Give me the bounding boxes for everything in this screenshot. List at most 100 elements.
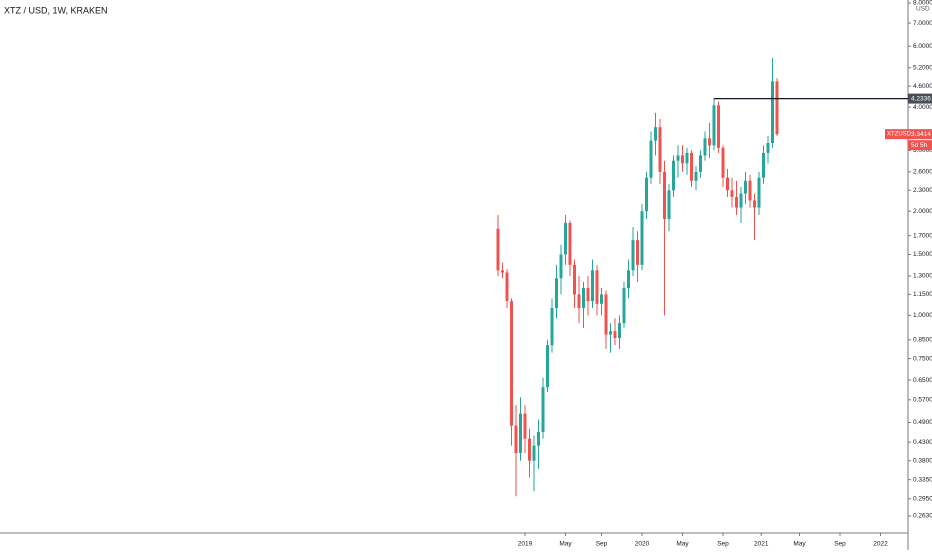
x-tick-label: Sep [596, 541, 608, 548]
candle-body [654, 127, 657, 141]
candle-body [766, 143, 770, 153]
candle-body [505, 272, 509, 302]
y-tick-label: 1.7000 [913, 232, 932, 239]
candle-body [699, 155, 702, 172]
x-tick-label: Sep [717, 541, 729, 548]
y-tick-label: 0.5700 [913, 397, 932, 404]
candle-body [636, 240, 639, 265]
candle-body [532, 445, 536, 461]
candle-body [555, 278, 558, 309]
x-tick-label: 2021 [754, 541, 769, 548]
candle-body [595, 270, 599, 304]
candle-body [685, 152, 689, 164]
candle-body [775, 81, 779, 135]
candle-body [703, 138, 707, 156]
candle-body [564, 222, 567, 255]
candle-body [676, 155, 680, 161]
candle-body [600, 294, 603, 304]
candle-body [609, 331, 612, 335]
candle-body [717, 105, 720, 148]
y-tick-label: 3.0000 [913, 147, 932, 154]
last-price-label: 3.3414 [911, 131, 931, 138]
y-tick-label: 2.3000 [913, 187, 932, 194]
y-tick-label: 0.6500 [913, 377, 932, 384]
y-unit: USD [916, 6, 930, 13]
price-line-label: 4.2336 [911, 95, 931, 102]
candle-body [735, 196, 738, 208]
y-tick-label: 0.2630 [913, 513, 932, 520]
candle-body [501, 270, 504, 273]
candle-body [510, 301, 513, 426]
y-tick-label: 2.0000 [913, 208, 932, 215]
y-tick-label: 1.1500 [913, 291, 932, 298]
y-tick-label: 0.4900 [913, 419, 932, 426]
candle-body [649, 140, 653, 178]
candle-body [618, 323, 621, 339]
x-tick-label: 2020 [635, 541, 650, 548]
candle-body [519, 413, 522, 454]
candle-body [663, 171, 666, 219]
candle-body [721, 147, 725, 178]
candle-body [496, 228, 500, 271]
price-line-label-box [908, 93, 932, 104]
candle-body [582, 287, 585, 309]
y-tick-label: 1.5000 [913, 251, 932, 258]
candle-body [739, 193, 743, 208]
candle-body [658, 127, 662, 172]
chart-title: XTZ / USD, 1W, KRAKEN [4, 5, 108, 15]
y-tick-label: 0.4300 [913, 439, 932, 446]
candle-body [726, 177, 729, 191]
candle-body [622, 287, 626, 324]
candle-body [550, 308, 554, 346]
candle-body [546, 345, 549, 388]
candle-body [528, 438, 531, 461]
y-tick-label: 1.0000 [913, 312, 932, 319]
candle-body [568, 222, 572, 265]
candle-body [690, 152, 693, 181]
y-tick-label: 2.6000 [913, 169, 932, 176]
candle-body [591, 270, 594, 302]
x-tick-label: May [559, 541, 572, 548]
candle-body [744, 180, 747, 194]
y-tick-label: 6.0000 [913, 43, 932, 50]
countdown: 5d 5h [911, 142, 928, 149]
x-tick-label: 2022 [873, 541, 888, 548]
x-tick-label: 2019 [518, 541, 533, 548]
y-tick-label: 7.0000 [913, 20, 932, 27]
candle-body [667, 190, 671, 219]
candle-body [748, 180, 752, 201]
candle-body [523, 413, 527, 439]
candle-body [537, 432, 540, 446]
candle-body [712, 105, 716, 146]
candle-body [762, 152, 765, 178]
candle-body [577, 294, 581, 309]
candle-body [757, 177, 761, 208]
y-tick-label: 0.8500 [913, 337, 932, 344]
candle-body [694, 171, 698, 181]
candle-body [730, 190, 734, 197]
candle-body [681, 155, 684, 164]
candle-body [541, 387, 545, 433]
y-tick-label: 4.0000 [913, 104, 932, 111]
candle-body [559, 254, 563, 279]
candle-body [753, 200, 756, 208]
candle-body [586, 287, 590, 302]
countdown-box [908, 140, 932, 151]
y-tick-label: 0.3350 [913, 476, 932, 483]
y-tick-label: 5.2000 [913, 64, 932, 71]
y-tick-label: 0.3800 [913, 457, 932, 464]
candle-body [708, 138, 711, 146]
candle-body [771, 81, 774, 144]
symbol-label: XTZUSD [887, 132, 912, 138]
candle-body [631, 240, 635, 271]
candle-body [640, 211, 644, 265]
y-tick-label: 1.3000 [913, 273, 932, 280]
candle-body [645, 177, 648, 212]
candle-body [514, 425, 518, 454]
candle-body [613, 331, 617, 339]
y-tick-label: 0.7500 [913, 355, 932, 362]
candle-body [573, 264, 576, 295]
x-tick-label: May [793, 541, 806, 548]
